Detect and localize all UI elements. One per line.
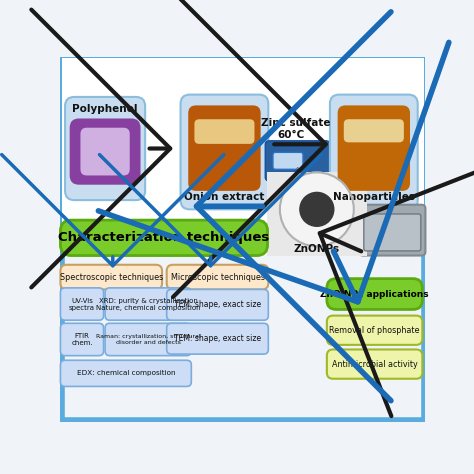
FancyBboxPatch shape <box>167 265 268 290</box>
FancyBboxPatch shape <box>167 323 268 354</box>
Text: 60°C: 60°C <box>278 130 305 140</box>
FancyBboxPatch shape <box>194 119 255 144</box>
Text: Antimicrobial activity: Antimicrobial activity <box>332 360 418 369</box>
Text: XRD: purity & crystallization
Nature, chemical composition: XRD: purity & crystallization Nature, ch… <box>96 298 201 310</box>
Text: EDX: chemical composition: EDX: chemical composition <box>77 370 175 376</box>
Text: ZnO NPs applications: ZnO NPs applications <box>320 290 429 299</box>
Text: ZnONPs: ZnONPs <box>294 244 340 254</box>
FancyBboxPatch shape <box>62 58 424 256</box>
FancyBboxPatch shape <box>61 288 103 320</box>
FancyBboxPatch shape <box>344 119 404 142</box>
FancyBboxPatch shape <box>167 290 268 320</box>
Text: Polyphenol: Polyphenol <box>73 104 138 114</box>
Text: Zinc sulfate: Zinc sulfate <box>261 118 330 128</box>
Circle shape <box>300 192 334 226</box>
FancyBboxPatch shape <box>330 95 418 210</box>
FancyBboxPatch shape <box>65 97 145 200</box>
FancyBboxPatch shape <box>70 118 140 185</box>
FancyBboxPatch shape <box>61 360 191 386</box>
Text: °C: °C <box>295 168 303 174</box>
FancyBboxPatch shape <box>81 128 130 175</box>
FancyBboxPatch shape <box>273 152 303 169</box>
FancyBboxPatch shape <box>105 288 191 320</box>
Text: Nanoparticles: Nanoparticles <box>333 192 415 202</box>
FancyBboxPatch shape <box>61 220 267 255</box>
Text: Characterization techniques: Characterization techniques <box>58 231 270 244</box>
Circle shape <box>280 173 354 246</box>
FancyBboxPatch shape <box>181 95 268 210</box>
FancyBboxPatch shape <box>359 205 425 255</box>
Text: Spectroscopic techniques: Spectroscopic techniques <box>60 273 163 282</box>
FancyBboxPatch shape <box>188 105 261 191</box>
Text: TEM: shape, exact size: TEM: shape, exact size <box>174 334 261 343</box>
FancyBboxPatch shape <box>327 349 422 379</box>
Text: Onion extract: Onion extract <box>184 192 264 202</box>
FancyBboxPatch shape <box>61 323 103 356</box>
FancyBboxPatch shape <box>267 172 367 256</box>
FancyBboxPatch shape <box>337 105 410 191</box>
Text: Microscopic techniques: Microscopic techniques <box>171 273 264 282</box>
Text: UV-Vis
spectra: UV-Vis spectra <box>69 298 95 310</box>
FancyBboxPatch shape <box>265 141 330 181</box>
Text: TEM: shape, exact size: TEM: shape, exact size <box>174 301 261 310</box>
FancyBboxPatch shape <box>61 265 162 290</box>
Text: Removal of phosphate: Removal of phosphate <box>329 326 420 335</box>
FancyBboxPatch shape <box>327 316 422 345</box>
FancyBboxPatch shape <box>62 58 424 420</box>
FancyBboxPatch shape <box>364 214 421 251</box>
FancyBboxPatch shape <box>105 323 191 356</box>
FancyBboxPatch shape <box>327 279 422 310</box>
Text: FTIR
chem.: FTIR chem. <box>71 333 93 346</box>
Text: Raman: crystallization, structural
disorder and defects: Raman: crystallization, structural disor… <box>96 334 201 345</box>
